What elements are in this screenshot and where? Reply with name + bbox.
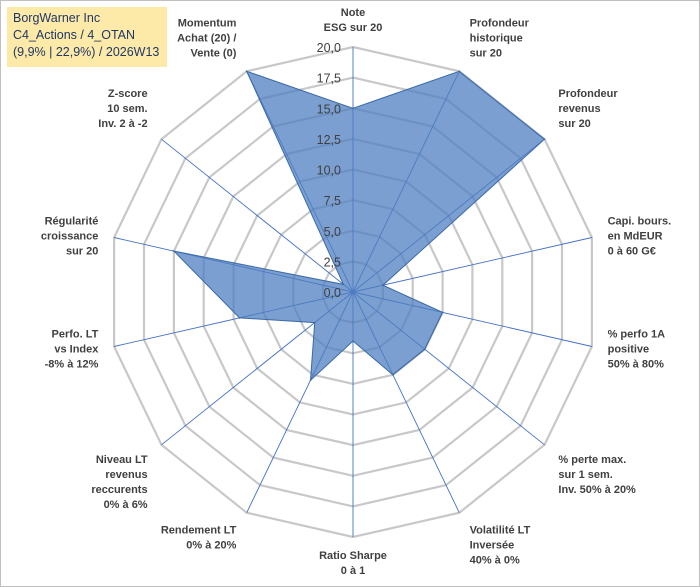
- axis-label-line: Inv. 2 à -2: [98, 118, 147, 130]
- axis-label-line: Volatilité LT: [470, 525, 531, 537]
- title-box: BorgWarner Inc C4_Actions / 4_OTAN (9,9%…: [7, 7, 167, 67]
- axis-label-line: % perfo 1A: [608, 329, 666, 341]
- axis-label-line: 0% à 6%: [104, 499, 148, 511]
- axis-label-line: Inv. 50% à 20%: [558, 484, 636, 496]
- axis-label-line: reccurents: [91, 484, 147, 496]
- axis-label-line: Note: [341, 7, 365, 19]
- axis-label-line: vs Index: [54, 344, 99, 356]
- data-point: [382, 284, 384, 287]
- data-point: [352, 107, 354, 110]
- axis-label-line: Profondeur: [558, 88, 618, 100]
- tick-label: 15,0: [317, 102, 341, 116]
- axis-label-line: Momentum: [178, 17, 237, 29]
- axis-label-line: positive: [608, 344, 650, 356]
- axis-label: Volatilité LT Inversée 40% à 0%: [470, 525, 531, 567]
- axis-label-line: revenus: [105, 469, 147, 481]
- axis-label-line: Inversée: [470, 540, 515, 552]
- axis-label-line: Capi. bours.: [608, 215, 672, 227]
- stats-label: (9,9% | 22,9%) / 2026W13: [13, 45, 160, 59]
- axis-label-line: -8% à 12%: [45, 359, 99, 371]
- axis-label: % perfo 1A positive 50% à 80%: [608, 329, 666, 371]
- axis-label: Z-score 10 sem. Inv. 2 à -2: [98, 88, 147, 130]
- axis-label-line: 0 à 1: [341, 565, 365, 577]
- axis-label-line: Achat (20) /: [177, 32, 236, 44]
- radar-spoke: [352, 237, 593, 293]
- portfolio-label: C4_Actions / 4_OTAN: [13, 28, 136, 42]
- data-point: [342, 283, 345, 286]
- radar-axis-labels: Note ESG sur 20 Profondeur historique sur 20…: [41, 7, 671, 577]
- axis-label-line: sur 20: [66, 245, 98, 257]
- tick-label: 10,0: [317, 164, 341, 178]
- axis-label-line: 0% à 20%: [186, 540, 236, 552]
- data-point: [173, 250, 175, 252]
- axis-label: Profondeur revenus sur 20: [558, 88, 618, 130]
- tick-label: 20,0: [317, 41, 341, 55]
- axis-label-line: Perfo. LT: [52, 329, 99, 341]
- axis-label-line: revenus: [558, 103, 600, 115]
- axis-label-line: ESG sur 20: [324, 22, 383, 34]
- axis-label: Profondeur historique sur 20: [470, 17, 530, 59]
- axis-label: Ratio Sharpe 0 à 1: [319, 550, 387, 577]
- axis-label-line: 50% à 80%: [608, 359, 664, 371]
- axis-label-line: 40% à 0%: [470, 555, 520, 567]
- data-point: [458, 70, 461, 73]
- axis-label-line: % perte max.: [558, 454, 626, 466]
- axis-label: Niveau LT revenus reccurents 0% à 6%: [91, 454, 148, 511]
- axis-label-line: 10 sem.: [107, 103, 147, 115]
- axis-label: Note ESG sur 20: [324, 7, 383, 34]
- tick-label: 17,5: [317, 72, 341, 86]
- axis-label: Rendement LT 0% à 20%: [161, 525, 237, 552]
- tick-label: 2,5: [324, 255, 341, 269]
- axis-label-line: Vente (0): [191, 47, 237, 59]
- data-area: [172, 70, 546, 382]
- axis-label: Momentum Achat (20) / Vente (0): [177, 17, 237, 59]
- axis-label: Régularité croissance sur 20: [41, 215, 98, 257]
- tick-label: 12,5: [317, 133, 341, 147]
- axis-label-line: Profondeur: [470, 17, 530, 29]
- company-name: BorgWarner Inc: [13, 11, 101, 25]
- axis-label: Perfo. LT vs Index -8% à 12%: [45, 329, 100, 371]
- axis-label-line: sur 20: [558, 118, 590, 130]
- tick-label: 5,0: [324, 225, 341, 239]
- data-point: [352, 340, 354, 342]
- data-point: [309, 379, 312, 382]
- axis-label-line: 0 à 60 G€: [608, 245, 656, 257]
- tick-label: 0,0: [324, 286, 341, 300]
- data-point: [543, 138, 546, 140]
- axis-label-line: Z-score: [108, 88, 148, 100]
- data-point: [245, 70, 248, 73]
- axis-label-line: Ratio Sharpe: [319, 550, 387, 562]
- data-point: [424, 348, 426, 351]
- axis-label-line: Rendement LT: [161, 525, 237, 537]
- data-point: [313, 321, 316, 324]
- radar-spoke: [161, 138, 354, 293]
- data-point: [392, 374, 394, 376]
- data-point: [238, 317, 241, 319]
- axis-label: Capi. bours. en MdEUR 0 à 60 G€: [608, 215, 672, 257]
- radar-series: [172, 70, 546, 382]
- axis-label-line: sur 20: [470, 47, 502, 59]
- axis-label-line: sur 1 sem.: [558, 469, 612, 481]
- tick-label: 7,5: [324, 194, 341, 208]
- axis-label-line: Niveau LT: [96, 454, 148, 466]
- data-point: [441, 311, 444, 314]
- axis-label: % perte max. sur 1 sem. Inv. 50% à 20%: [558, 454, 636, 496]
- axis-label-line: en MdEUR: [608, 230, 663, 242]
- radar-tick-labels: 0,0 2,5 5,0 7,5 10,0 12,5 15,0 17,5 20,0: [317, 41, 341, 300]
- axis-label-line: croissance: [41, 230, 98, 242]
- axis-label-line: Régularité: [45, 215, 99, 227]
- axis-label-line: historique: [470, 32, 523, 44]
